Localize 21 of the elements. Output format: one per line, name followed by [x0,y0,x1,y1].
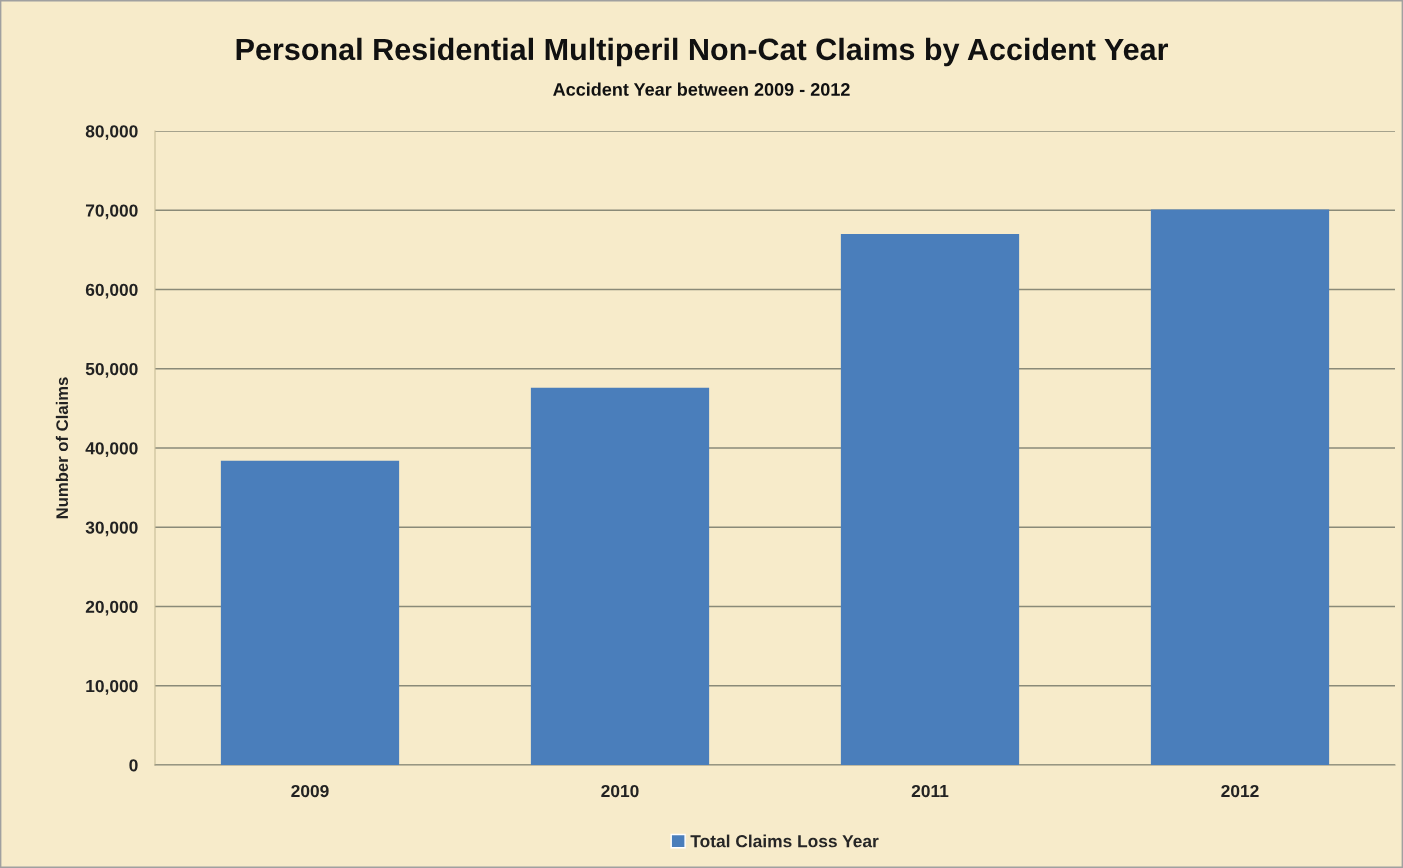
y-tick-label: 30,000 [85,521,138,537]
y-tick-label: 60,000 [85,283,138,299]
chart-title: Personal Residential Multiperil Non-Cat Claims by Accident Year [236,37,1169,67]
bar [220,460,400,765]
y-tick-label: 20,000 [85,600,138,616]
bar [1150,209,1330,765]
chart-subtitle: Accident Year between 2009 - 2012 [553,82,850,96]
y-axis-title: Number of Claims [55,377,69,519]
x-tick-label: 2009 [291,784,329,798]
x-tick-label: 2010 [601,784,639,798]
legend-label: Total Claims Loss Year [690,834,879,848]
y-tick-label: 0 [129,759,138,772]
y-tick-label: 40,000 [85,442,138,457]
y-tick-label: 70,000 [85,204,138,220]
x-tick-label: 2012 [1221,784,1259,798]
x-tick-label: 2011 [911,784,949,798]
y-tick-label: 80,000 [85,125,138,140]
y-tick-label: 50,000 [85,362,138,378]
y-tick-label: 10,000 [86,679,138,695]
bar [840,234,1020,765]
bar [530,387,710,765]
